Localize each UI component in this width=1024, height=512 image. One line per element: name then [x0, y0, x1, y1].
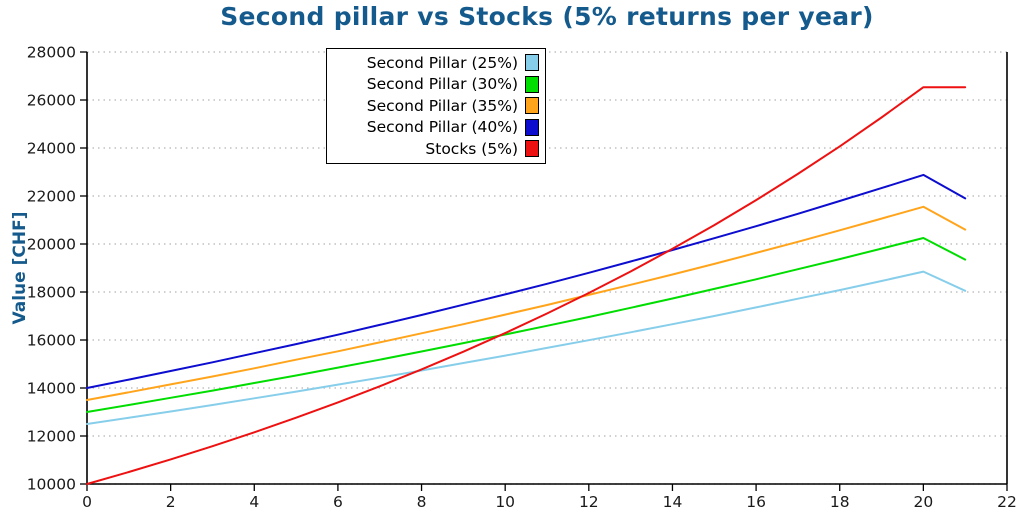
x-tick-label-18: 18 [830, 493, 850, 511]
legend-item-second-pillar-25: Second Pillar (25%) [331, 52, 539, 74]
legend-item-second-pillar-40: Second Pillar (40%) [331, 117, 539, 139]
y-tick-label-28000: 28000 [27, 44, 76, 62]
series-line-second-pillar-40 [86, 173, 967, 389]
legend-swatch-second-pillar-35 [525, 97, 539, 115]
series-line-second-pillar-25 [86, 270, 967, 425]
legend-box: Second Pillar (25%) Second Pillar (30%) Se… [326, 48, 546, 164]
y-tick-label-16000: 16000 [27, 332, 76, 350]
y-tick-label-10000: 10000 [27, 476, 76, 494]
x-tick-label-4: 4 [249, 493, 259, 511]
series-line-second-pillar-35 [86, 205, 967, 401]
legend-swatch-stocks-5 [525, 140, 539, 158]
y-tick-label-26000: 26000 [27, 92, 76, 110]
x-tick-label-12: 12 [579, 493, 599, 511]
legend-swatch-second-pillar-40 [525, 118, 539, 136]
x-tick-label-16: 16 [746, 493, 766, 511]
legend-label-second-pillar-35: Second Pillar (35%) [366, 96, 518, 115]
x-tick-label-22: 22 [997, 493, 1017, 511]
legend-item-second-pillar-35: Second Pillar (35%) [331, 95, 539, 117]
x-tick-label-6: 6 [333, 493, 343, 511]
x-tick-label-14: 14 [663, 493, 683, 511]
x-tick-label-2: 2 [166, 493, 176, 511]
x-tick-label-8: 8 [417, 493, 427, 511]
legend-item-second-pillar-30: Second Pillar (30%) [331, 74, 539, 96]
legend-label-second-pillar-40: Second Pillar (40%) [366, 118, 518, 137]
y-tick-label-20000: 20000 [27, 236, 76, 254]
legend-swatch-second-pillar-25 [525, 54, 539, 72]
legend-label-stocks-5: Stocks (5%) [425, 139, 518, 158]
legend-swatch-second-pillar-30 [525, 75, 539, 93]
y-tick-label-12000: 12000 [27, 428, 76, 446]
x-tick-label-20: 20 [913, 493, 933, 511]
legend-label-second-pillar-30: Second Pillar (30%) [366, 75, 518, 94]
series-line-stocks-5 [86, 86, 967, 485]
series-line-second-pillar-30 [86, 237, 967, 413]
x-tick-label-10: 10 [495, 493, 515, 511]
y-tick-label-18000: 18000 [27, 284, 76, 302]
legend-item-stocks-5: Stocks (5%) [331, 138, 539, 160]
y-tick-label-22000: 22000 [27, 188, 76, 206]
y-tick-label-14000: 14000 [27, 380, 76, 398]
legend-label-second-pillar-25: Second Pillar (25%) [366, 53, 518, 72]
y-tick-label-24000: 24000 [27, 140, 76, 158]
chart-title: Second pillar vs Stocks (5% returns per … [220, 2, 874, 31]
x-tick-label-0: 0 [82, 493, 92, 511]
